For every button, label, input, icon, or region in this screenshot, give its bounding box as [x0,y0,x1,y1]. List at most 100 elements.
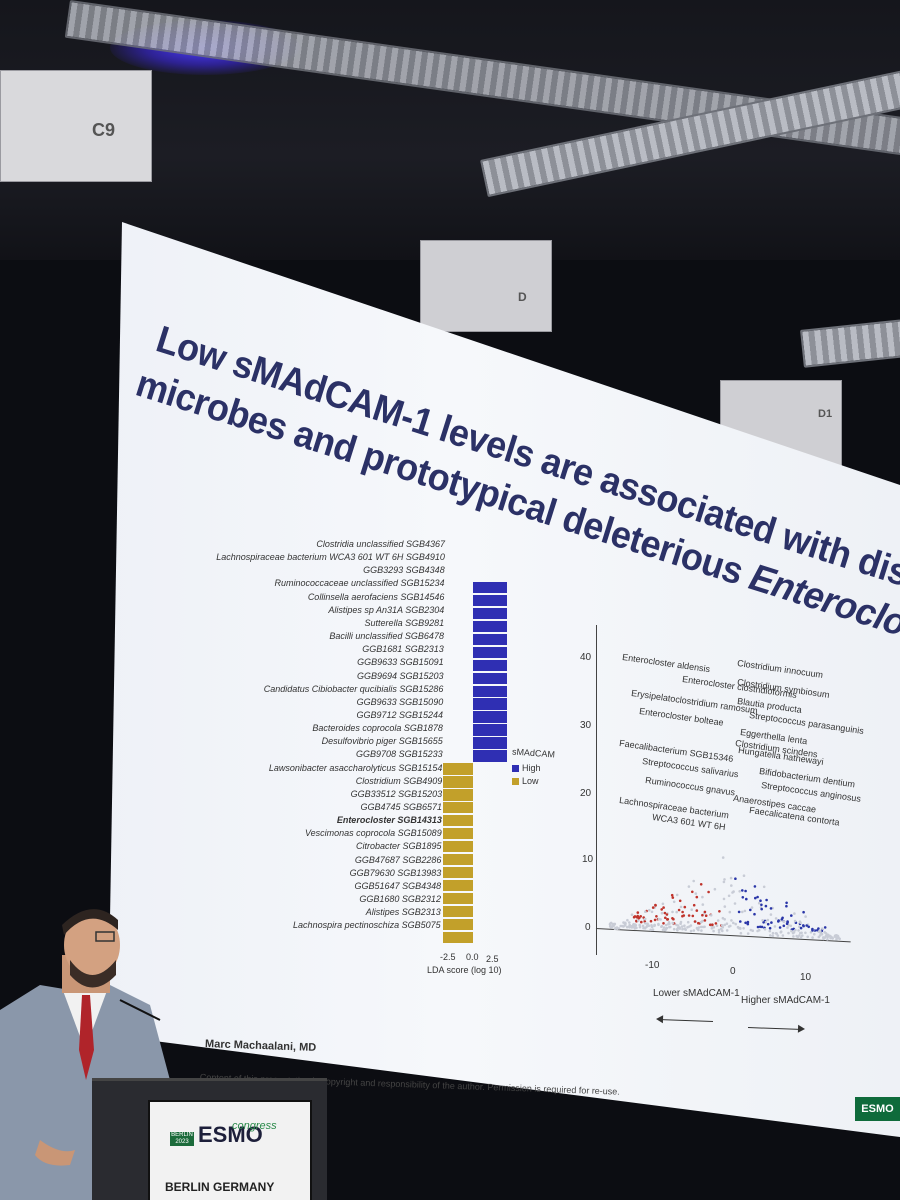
volcano-point [801,934,804,937]
volcano-point [719,927,723,931]
volcano-point [753,912,756,916]
volcano-point [823,926,827,929]
volcano-point [799,931,802,935]
volcano-point [811,927,814,931]
volcano-point [736,925,740,929]
volcano-point [802,910,805,914]
volcano-point [824,932,828,935]
volcano-point [785,901,788,905]
volcano-point [774,917,778,920]
volcano-point [782,924,786,928]
volcano-point [636,911,640,914]
volcano-point [781,934,785,937]
pillar-label: C9 [92,120,116,140]
volcano-point [687,914,691,917]
volcano-point [654,904,657,907]
volcano-point [664,923,668,927]
podium-esmo-logo: ESMO [198,1122,263,1147]
volcano-point [756,895,759,899]
volcano-point [730,884,733,887]
volcano-point [728,910,732,914]
volcano-point [662,922,665,925]
volcano-point [653,924,656,928]
volcano-point [694,892,698,895]
volcano-point [720,924,724,927]
volcano-point [663,911,667,915]
volcano-point [811,936,814,939]
volcano-point [805,924,808,927]
volcano-y-tick: 40 [580,652,592,663]
volcano-point [760,907,763,911]
podium-congress-label: congress [232,1120,277,1132]
volcano-point [820,927,824,930]
legend-low: Low [512,776,539,786]
legend-swatch-low [512,778,519,786]
volcano-y-tick: 30 [580,720,592,731]
volcano-point [777,919,780,922]
volcano-point [762,885,766,889]
volcano-point [637,916,640,920]
volcano-point [644,922,647,925]
volcano-point [612,923,616,926]
volcano-point [787,931,790,935]
volcano-point [649,919,653,923]
higher-smadcam-label: Higher sMAdCAM-1 [741,995,830,1006]
volcano-point [763,928,767,931]
volcano-point [709,914,713,917]
volcano-point [785,904,788,908]
volcano-point [790,929,793,933]
volcano-point [722,880,726,884]
volcano-point [829,934,832,938]
lda-axis-label: LDA score (log 10) [427,965,502,975]
volcano-point [691,914,695,918]
volcano-point [657,923,660,927]
volcano-point [804,931,807,935]
volcano-point [699,883,703,886]
legend-low-label: Low [522,776,539,786]
volcano-point [733,902,737,905]
ceiling-pillar [420,240,552,332]
volcano-point [622,925,625,928]
volcano-point [819,929,822,933]
volcano-y-tick: 10 [582,854,594,865]
volcano-point [766,922,770,926]
volcano-point [713,887,717,891]
volcano-point [643,926,646,930]
volcano-point [837,936,841,940]
volcano-point [717,928,721,932]
volcano-point [745,897,748,901]
volcano-point [743,909,747,913]
volcano-point [672,927,676,931]
volcano-point [691,890,694,894]
volcano-point [723,905,727,908]
volcano-point [675,893,679,897]
volcano-point [754,896,757,900]
lda-tick: 0.0 [466,952,479,962]
volcano-point [665,913,669,916]
volcano-point [651,928,655,931]
volcano-point [739,931,743,935]
volcano-point [660,908,663,911]
podium-city-label: BERLIN GERMANY [165,1180,275,1194]
volcano-point [721,856,725,859]
volcano-point [662,906,665,909]
volcano-point [738,890,741,893]
volcano-point [643,917,647,921]
volcano-point [749,928,753,932]
volcano-point [633,915,637,918]
legend-swatch-high [512,765,519,773]
volcano-point [829,936,832,940]
volcano-point [799,926,803,930]
volcano-point [693,920,697,923]
volcano-point [671,910,674,914]
volcano-point [798,920,802,923]
volcano-point [820,932,824,936]
volcano-point [778,926,782,929]
volcano-point [790,914,793,917]
volcano-point [761,919,764,922]
volcano-point [646,924,649,927]
volcano-point [718,910,721,913]
volcano-point [661,928,665,932]
volcano-point [802,924,805,928]
volcano-point [667,922,670,926]
